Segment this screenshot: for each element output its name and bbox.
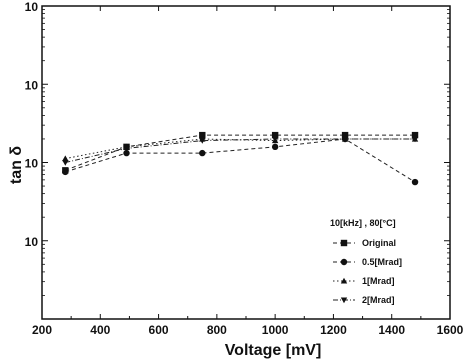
marker-triangle-up	[62, 155, 69, 162]
legend-label: 0.5[Mrad]	[362, 257, 402, 267]
x-tick-label: 1000	[262, 323, 289, 337]
x-tick-label: 1200	[320, 323, 347, 337]
x-tick-label: 1600	[437, 323, 464, 337]
plot-frame	[41, 5, 451, 320]
legend: 10[kHz] , 80[°C] Original 0.5[Mrad] 1[Mrad…	[330, 218, 402, 305]
series-line	[65, 138, 416, 183]
marker-triangle-down	[341, 136, 349, 143]
legend-label: 2[Mrad]	[362, 295, 395, 305]
marker-triangle-down	[199, 138, 206, 144]
marker-circle	[123, 149, 130, 157]
series	[62, 136, 419, 166]
series	[62, 131, 419, 174]
axis-ticks	[41, 5, 451, 320]
marker-circle	[62, 168, 69, 176]
marker-square	[340, 239, 348, 247]
marker-square	[341, 131, 349, 139]
legend-items: Original 0.5[Mrad] 1[Mrad] 2[Mrad]	[333, 238, 402, 305]
y-tick-label: 10	[25, 157, 39, 171]
marker-circle	[411, 178, 419, 186]
legend-label: Original	[362, 238, 396, 248]
series-line	[65, 138, 416, 163]
x-tick-label: 200	[32, 323, 52, 337]
marker-triangle-down	[340, 297, 348, 304]
marker-circle	[340, 258, 348, 266]
marker-triangle-up	[340, 277, 348, 284]
marker-circle	[271, 143, 279, 151]
x-tick-label: 600	[149, 323, 169, 337]
x-tick-label: 1400	[378, 323, 405, 337]
legend-title: 10[kHz] , 80[°C]	[330, 218, 396, 228]
y-tick-labels: 10 10 10 10	[25, 0, 39, 249]
y-tick-label: 10	[25, 78, 39, 92]
series-line	[65, 138, 416, 160]
series	[62, 135, 419, 186]
series	[62, 135, 419, 162]
series-line	[65, 134, 416, 171]
marker-triangle-down	[411, 136, 419, 143]
marker-triangle-down	[123, 145, 130, 152]
marker-square	[411, 131, 419, 139]
marker-circle	[199, 149, 206, 157]
x-tick-label: 400	[90, 323, 110, 337]
legend-label: 1[Mrad]	[362, 276, 395, 286]
x-tick-labels: 200 400 600 800 1000 1200 1400 1600	[32, 323, 464, 337]
y-axis-title: tan δ	[8, 146, 25, 184]
series-group	[62, 131, 419, 186]
x-tick-label: 800	[207, 323, 227, 337]
marker-square	[271, 131, 279, 139]
y-tick-label: 10	[25, 235, 39, 249]
marker-triangle-down	[271, 136, 279, 143]
y-tick-label: 10	[25, 0, 39, 14]
x-axis-title: Voltage [mV]	[225, 342, 322, 359]
marker-triangle-down	[62, 159, 69, 166]
marker-square	[199, 131, 206, 139]
